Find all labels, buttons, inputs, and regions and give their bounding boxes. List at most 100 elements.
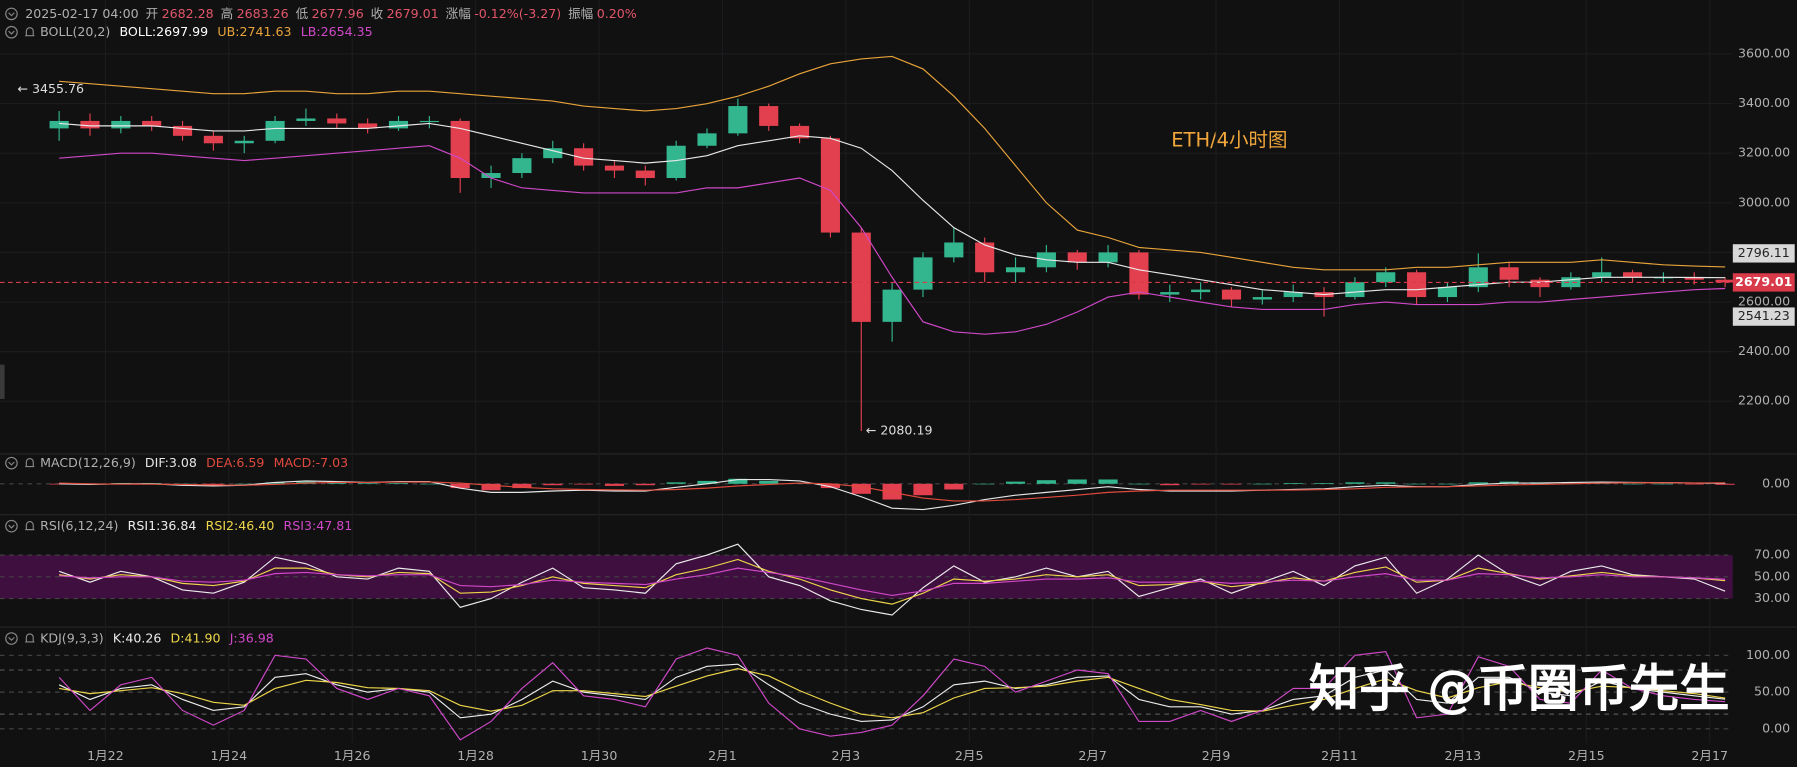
candle-body	[1098, 252, 1118, 263]
legend: MACD(12,26,9) DIF:3.08 DEA:6.59 MACD:-7.03	[40, 455, 348, 470]
header-label: 开	[146, 5, 159, 20]
macd-bar	[975, 483, 995, 485]
candle-body	[1376, 272, 1396, 283]
candle-body	[1561, 277, 1581, 288]
collapse-icon[interactable]	[5, 632, 18, 645]
header-label: 收	[371, 5, 384, 20]
candle-body	[1005, 267, 1026, 273]
macd-bar	[913, 483, 933, 496]
candle-body	[1160, 292, 1180, 295]
y-tick-label: 100.00	[1746, 647, 1790, 662]
header-value: 2682.28	[162, 5, 214, 20]
macd-bar	[1283, 483, 1303, 484]
macd-bar	[1129, 483, 1149, 485]
macd-bar	[1036, 480, 1056, 484]
price-marker	[1732, 307, 1795, 326]
collapse-icon[interactable]	[5, 25, 18, 39]
x-tick-label: 1月28	[457, 748, 494, 763]
price-marker-label: 2541.23	[1738, 308, 1790, 323]
header-label: 振幅	[568, 5, 593, 20]
indicator-title: BOLL(20,2)	[40, 24, 110, 39]
candle-body	[49, 120, 69, 129]
last-price-box	[1732, 273, 1795, 292]
macd-bar	[604, 483, 625, 486]
candle-body	[1283, 292, 1303, 298]
macd-bar	[1160, 483, 1180, 486]
last-price-label: 2679.01	[1735, 274, 1792, 289]
candle-body	[666, 145, 686, 178]
collapse-icon[interactable]	[5, 456, 18, 470]
indicator-title: KDJ(9,3,3)	[40, 630, 104, 645]
header-label: 低	[296, 5, 309, 20]
macd-bar	[1221, 483, 1242, 485]
candle-body	[882, 289, 902, 322]
legend-entry: K:40.26	[113, 630, 162, 645]
macd-bar	[327, 482, 347, 484]
macd-bar	[234, 483, 254, 485]
macd-bar	[635, 483, 655, 486]
macd-bar	[388, 483, 409, 484]
header-time: 2025-02-17 04:00	[25, 5, 139, 20]
macd-bar	[1005, 481, 1026, 484]
alert-icon	[25, 27, 35, 37]
indicator-line	[58, 543, 1726, 616]
macd-bar	[481, 483, 501, 491]
candle-body	[111, 120, 131, 129]
macd-bar	[1376, 482, 1396, 484]
y-tick-label: 2600.00	[1738, 294, 1790, 309]
y-tick-label: 3000.00	[1738, 194, 1790, 209]
indicator-line	[59, 668, 1726, 719]
candle-body	[481, 173, 501, 178]
macd-bar	[1345, 482, 1365, 484]
legend-entry: BOLL:2697.99	[120, 24, 209, 39]
header-value: 2677.96	[312, 5, 364, 20]
x-tick-label: 1月30	[581, 748, 618, 763]
macd-bar	[1067, 479, 1087, 484]
collapse-icon[interactable]	[5, 519, 18, 533]
candle-body	[635, 170, 655, 178]
x-tick-label: 2月9	[1202, 748, 1231, 763]
indicator-title: RSI(6,12,24)	[40, 518, 118, 533]
legend-entry: UB:2741.63	[217, 24, 291, 39]
candle-body	[203, 135, 223, 144]
collapse-icon	[8, 461, 15, 466]
macd-bar	[1684, 483, 1704, 485]
candle-body	[944, 242, 964, 258]
header-value: 0.20%	[597, 5, 637, 20]
macd-bar	[419, 483, 439, 485]
candle-body	[450, 120, 470, 178]
header-label: 涨幅	[446, 5, 471, 20]
collapse-icon	[8, 636, 15, 642]
x-tick-label: 1月22	[87, 748, 124, 763]
candle-body	[851, 232, 871, 322]
candle-body	[234, 140, 254, 144]
candle-body	[1067, 252, 1087, 263]
candle-body	[419, 120, 439, 123]
y-tick-label: 70.00	[1754, 547, 1790, 562]
legend-entry: RSI2:46.40	[206, 518, 275, 533]
macd-bar	[1407, 483, 1427, 485]
macd-bar	[666, 482, 686, 484]
macd-bar	[1653, 483, 1673, 485]
indicator-line	[59, 122, 1726, 296]
y-tick-label: 3200.00	[1738, 145, 1790, 160]
header-value: 2679.01	[387, 5, 439, 20]
collapse-icon[interactable]	[5, 7, 18, 21]
macd-bar	[882, 483, 902, 500]
x-tick-label: 2月17	[1691, 748, 1728, 763]
indicator-line	[58, 647, 1726, 741]
macd-bar	[697, 480, 717, 484]
indicator-line	[58, 663, 1726, 723]
candle-body	[1129, 252, 1149, 295]
macd-bar	[450, 483, 470, 489]
indicator-title: MACD(12,26,9)	[40, 455, 136, 470]
macd-bar	[851, 483, 871, 494]
macd-bar	[1191, 483, 1211, 485]
legend-entry: RSI1:36.84	[128, 518, 197, 533]
x-tick-label: 2月5	[955, 748, 984, 763]
price-marker	[1732, 244, 1795, 263]
y-tick-label: 0.00	[1762, 475, 1790, 490]
candle-body	[327, 118, 347, 124]
side-tab[interactable]	[0, 364, 5, 399]
